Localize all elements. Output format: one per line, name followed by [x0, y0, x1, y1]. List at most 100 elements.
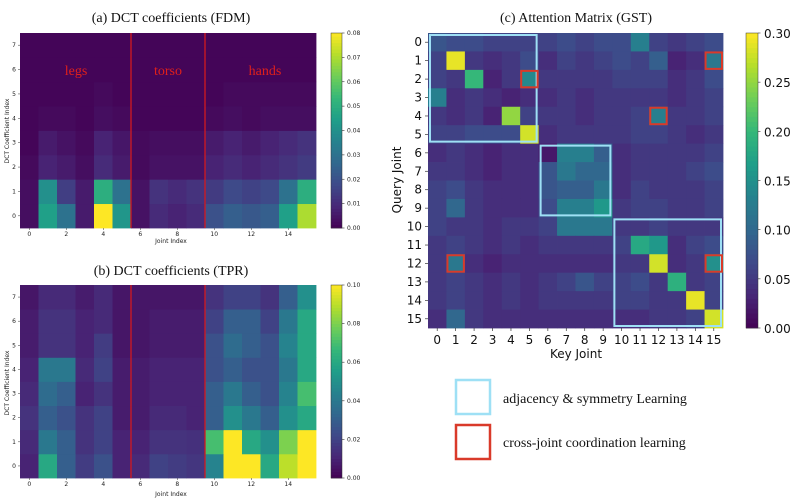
gst-colorbar-tick-label: 0.25 [764, 76, 791, 90]
gst-cell [667, 309, 687, 329]
gst-cell [593, 143, 613, 163]
fdm-cell [168, 57, 187, 83]
gst-y-tick-label: 3 [414, 91, 422, 105]
gst-cell [686, 272, 705, 292]
gst-x-ticks: 0 1 2 3 4 5 6 7 8 9 10 11 12 13 14 15 [433, 328, 721, 347]
gst-colorbar-segment [746, 111, 758, 117]
tpr-cell [112, 381, 132, 407]
gst-cell [501, 125, 521, 145]
gst-cell [704, 309, 724, 329]
tpr-x-tick-label: 4 [101, 481, 105, 488]
gst-cell [667, 51, 687, 71]
gst-cell [446, 198, 466, 218]
fdm-cell [279, 130, 298, 156]
gst-x-tick-label: 2 [470, 333, 478, 347]
tpr-cell [20, 429, 39, 455]
fdm-colorbar-tick-label: 0.07 [347, 54, 361, 61]
tpr-colorbar-segment [331, 310, 342, 315]
fdm-cell [223, 57, 243, 83]
gst-cell [704, 125, 724, 145]
fdm-separators [130, 33, 206, 228]
fdm-cell [186, 33, 206, 58]
fdm-cell [94, 33, 113, 58]
gst-colorbar-segment [746, 219, 758, 226]
gst-cell [483, 88, 503, 108]
fdm-cell [242, 203, 261, 229]
fdm-cell [297, 81, 317, 107]
tpr-cell [242, 381, 261, 407]
tpr-cell [75, 453, 95, 479]
region-label-legs: legs [65, 64, 88, 79]
fdm-colorbar-segment [331, 98, 342, 102]
gst-cell [686, 88, 705, 108]
gst-cell [667, 272, 687, 292]
fdm-cell [112, 203, 132, 229]
tpr-colorbar-segment [331, 375, 342, 379]
gst-cell [501, 69, 521, 89]
tpr-cell [186, 381, 206, 407]
gst-cell [593, 162, 613, 181]
fdm-colorbar-segment [331, 91, 342, 96]
gst-cell [483, 33, 503, 52]
gst-cell [686, 291, 705, 310]
gst-y-tick-label: 2 [414, 72, 422, 86]
gst-x-tick-label: 15 [706, 333, 721, 347]
gst-cell [667, 33, 687, 52]
gst-colorbar-tick-label: 0.05 [764, 273, 791, 287]
fdm-cell [94, 203, 113, 229]
legend: adjacency & symmetry Learning cross-join… [454, 378, 687, 461]
gst-colorbar-segment [746, 106, 758, 113]
tpr-cell [242, 333, 261, 358]
tpr-cell [149, 357, 169, 382]
fdm-colorbar-segment [331, 81, 342, 86]
fdm-colorbar-segment [331, 224, 342, 229]
gst-cell [649, 88, 669, 108]
gst-cell [464, 180, 484, 200]
fdm-colorbar-segment [331, 140, 342, 144]
fdm-cell [112, 130, 132, 156]
tpr-cell [57, 453, 76, 479]
gst-x-tick-label: 6 [544, 333, 552, 347]
gst-cell [501, 254, 521, 274]
tpr-cell [112, 285, 132, 310]
gst-cell [667, 180, 687, 200]
fdm-x-tick-label: 4 [101, 231, 105, 238]
tpr-x-tick-label: 12 [247, 481, 255, 488]
tpr-cell [297, 429, 317, 455]
fdm-cell [75, 154, 95, 180]
fdm-colorbar-segment [331, 104, 342, 109]
gst-cell [557, 125, 576, 145]
tpr-cell [75, 285, 95, 310]
tpr-cell [242, 405, 261, 431]
tpr-colorbar-tick-label: 0.00 [347, 475, 361, 482]
tpr-x-tick-label: 0 [27, 481, 31, 488]
fdm-colorbar-segment [331, 163, 342, 167]
gst-cell [649, 272, 669, 292]
tpr-colorbar-segment [331, 474, 342, 479]
fdm-colorbar-segment [331, 117, 342, 122]
gst-cell [686, 180, 705, 200]
fdm-cell [223, 81, 243, 107]
fdm-colorbar-segment [331, 46, 342, 50]
gst-cell [649, 69, 669, 89]
gst-cell [483, 217, 503, 237]
tpr-cell [57, 405, 76, 431]
gst-cell [501, 180, 521, 200]
gst-cell [686, 51, 705, 71]
gst-cell [649, 143, 669, 163]
tpr-colorbar-segment [331, 320, 342, 324]
gst-x-tick-label: 13 [669, 333, 684, 347]
gst-cell [649, 51, 669, 71]
gst-x-tick-label: 1 [452, 333, 460, 347]
tpr-colorbar-segment [331, 413, 342, 418]
gst-cell [593, 217, 613, 237]
gst-coordination-box [520, 69, 539, 89]
tpr-colorbar-segment [331, 426, 342, 431]
tpr-cell [297, 381, 317, 407]
tpr-cell [279, 333, 298, 358]
gst-cell [612, 143, 632, 163]
gst-y-tick-label: 8 [414, 183, 422, 197]
gst-cell [612, 69, 632, 89]
tpr-cell [57, 309, 76, 334]
